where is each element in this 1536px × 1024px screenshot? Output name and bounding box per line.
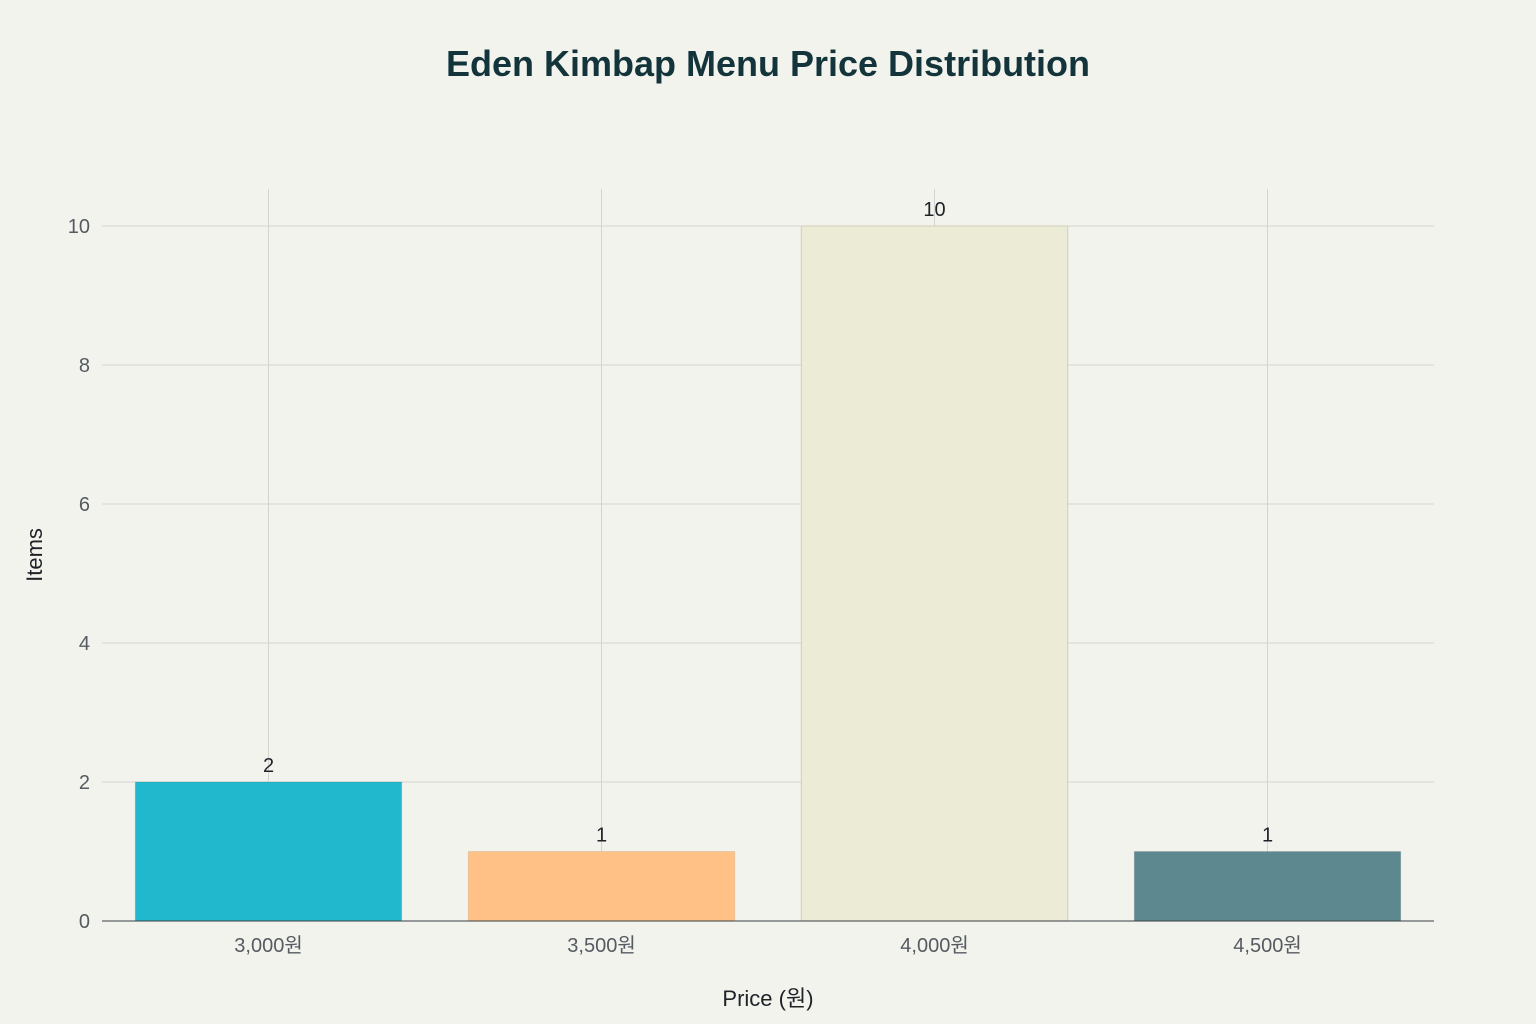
x-tick-label: 3,500원 bbox=[567, 934, 635, 957]
data-labels: 2 1 10 1 bbox=[263, 199, 1273, 847]
bar-2 bbox=[467, 851, 736, 922]
bar-4 bbox=[1133, 851, 1402, 922]
y-tick-label: 0 bbox=[79, 911, 90, 933]
grid bbox=[102, 189, 1434, 921]
x-tick-label: 4,500원 bbox=[1233, 934, 1301, 957]
x-tick-label: 4,000원 bbox=[900, 934, 968, 957]
bar-3 bbox=[800, 225, 1069, 922]
bar-value-label: 1 bbox=[596, 825, 607, 847]
x-tick-label: 3,000원 bbox=[234, 934, 302, 957]
bar-value-label: 1 bbox=[1262, 825, 1273, 847]
y-tick-label: 6 bbox=[79, 494, 90, 516]
y-axis-title: Items bbox=[22, 528, 47, 582]
y-tick-label: 10 bbox=[68, 216, 90, 238]
chart-title: Eden Kimbap Menu Price Distribution bbox=[446, 43, 1090, 84]
axes: 0 2 4 6 8 10 3,000원 3,500원 4,000원 4,500원 bbox=[68, 216, 1434, 957]
y-tick-label: 2 bbox=[79, 772, 90, 794]
y-tick-label: 8 bbox=[79, 355, 90, 377]
bars bbox=[134, 225, 1402, 922]
y-tick-label: 4 bbox=[79, 633, 90, 655]
bar-value-label: 10 bbox=[923, 199, 945, 221]
bar-1 bbox=[134, 781, 403, 922]
x-axis-title: Price (원) bbox=[722, 986, 813, 1011]
bar-value-label: 2 bbox=[263, 755, 274, 777]
